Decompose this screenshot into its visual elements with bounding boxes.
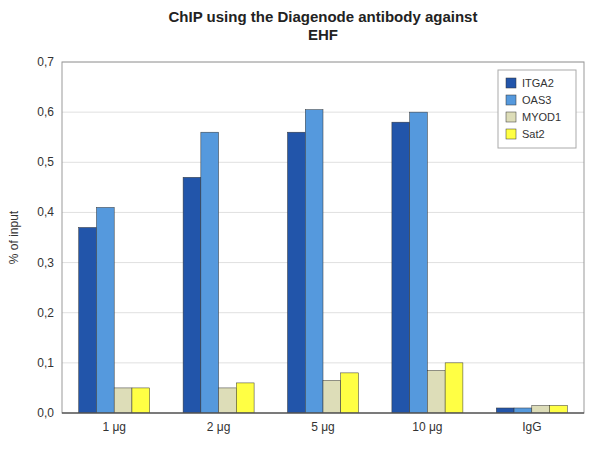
bar (532, 405, 550, 413)
bar (236, 383, 254, 413)
title-line: ChIP using the Diagenode antibody agains… (169, 8, 478, 25)
legend-swatch (506, 78, 516, 88)
title-line: EHF (308, 26, 338, 43)
background (0, 0, 600, 455)
bar (341, 373, 359, 413)
y-axis-label: % of input (7, 210, 21, 264)
title: ChIP using the Diagenode antibody agains… (169, 8, 478, 43)
y-tick-label: 0,7 (37, 55, 54, 69)
chart: 0,0 0,1 0,2 0,3 0,4 0,5 0,6 0,7 1 μg 2 μg 5 μg 10 μ… (0, 0, 600, 455)
legend-label: MYOD1 (522, 111, 561, 123)
legend-label: Sat2 (522, 128, 545, 140)
y-tick-label: 0,5 (37, 155, 54, 169)
x-tick-label: 2 μg (207, 420, 231, 434)
bar (201, 132, 219, 413)
bar (550, 405, 568, 413)
bar (132, 388, 150, 413)
x-tick-label: 1 μg (102, 420, 126, 434)
bar (445, 363, 463, 413)
y-axis: 0,0 0,1 0,2 0,3 0,4 0,5 0,6 0,7 (37, 55, 584, 420)
legend: ITGA2 OAS3 MYOD1 Sat2 (498, 70, 576, 148)
x-tick-label: 5 μg (311, 420, 335, 434)
legend-swatch (506, 112, 516, 122)
bar (427, 370, 445, 413)
x-axis-line (62, 413, 584, 414)
y-tick-label: 0,3 (37, 256, 54, 270)
legend-label: OAS3 (522, 94, 551, 106)
bar (410, 112, 428, 413)
legend-box (498, 70, 576, 148)
bar (305, 110, 323, 413)
bar (496, 408, 514, 413)
bar (392, 122, 410, 413)
bar (514, 408, 532, 413)
y-tick-label: 0,4 (37, 205, 54, 219)
bar (219, 388, 237, 413)
y-tick-label: 0,1 (37, 356, 54, 370)
bar (79, 227, 97, 413)
x-tick-label: IgG (522, 420, 541, 434)
y-tick-label: 0,6 (37, 105, 54, 119)
bar (96, 207, 114, 413)
bar (323, 380, 341, 413)
bar (114, 388, 132, 413)
x-axis: 1 μg 2 μg 5 μg 10 μg IgG (102, 420, 541, 434)
legend-label: ITGA2 (522, 77, 554, 89)
legend-swatch (506, 129, 516, 139)
y-tick-label: 0,0 (37, 406, 54, 420)
x-tick-label: 10 μg (412, 420, 442, 434)
legend-swatch (506, 95, 516, 105)
plot-frame (62, 62, 584, 413)
bars (79, 110, 568, 413)
bar (183, 177, 201, 413)
grid-line (62, 413, 584, 414)
y-tick-label: 0,2 (37, 306, 54, 320)
bar (288, 132, 306, 413)
